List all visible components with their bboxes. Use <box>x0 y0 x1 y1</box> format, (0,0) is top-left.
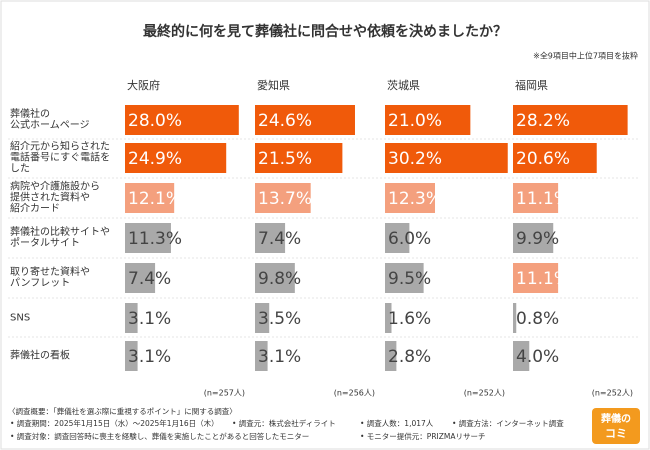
value-label: 1.6% <box>388 309 431 329</box>
n-label: (n=257人) <box>204 389 245 398</box>
footer-heading: 〈調査概要：「葬儀社を選ぶ際に重視するポイント」に関する調査〉 <box>8 407 237 416</box>
value-label: 7.4% <box>258 229 301 249</box>
bar <box>513 303 517 333</box>
n-label: (n=252人) <box>592 389 633 398</box>
bar <box>125 303 138 333</box>
logo-bottom: コミ <box>605 427 627 440</box>
bar <box>255 223 286 253</box>
n-label: (n=256人) <box>334 389 375 398</box>
value-label: 13.7% <box>258 189 312 209</box>
value-label: 12.3% <box>388 189 442 209</box>
panel-header: 茨城県 <box>387 78 420 92</box>
bar <box>125 223 171 253</box>
logo-box <box>592 408 640 444</box>
value-label: 0.8% <box>516 309 559 329</box>
footer-item: • 調査期間：2025年1月15日（水）〜2025年1月16日（木） <box>10 419 219 428</box>
value-label: 2.8% <box>388 347 431 367</box>
bar <box>513 143 597 173</box>
bar <box>255 183 311 213</box>
bar <box>513 223 554 253</box>
bar <box>255 263 295 293</box>
value-label: 11.1% <box>516 189 570 209</box>
value-label: 24.9% <box>128 149 182 169</box>
note: ※全9項目中上位7項目を抜粋 <box>533 51 638 61</box>
category-label: 葬儀社の 公式ホームページ <box>10 109 90 131</box>
value-label: 3.5% <box>258 309 301 329</box>
value-label: 20.6% <box>516 149 570 169</box>
bar <box>513 183 559 213</box>
bar <box>125 183 175 213</box>
value-label: 3.1% <box>258 347 301 367</box>
bar <box>385 143 508 173</box>
bar <box>125 341 138 371</box>
panel-header: 大阪府 <box>127 78 160 92</box>
value-label: 21.5% <box>258 149 312 169</box>
value-label: 28.2% <box>516 111 570 131</box>
footer-item: • 調査人数：1,017人 <box>360 419 434 428</box>
bar <box>255 105 355 135</box>
value-label: 6.0% <box>388 229 431 249</box>
chart-title: 最終的に何を見て葬儀社に問合せや依頼を決めましたか？ <box>143 23 507 40</box>
bar <box>255 303 270 333</box>
category-label: SNS <box>10 312 31 324</box>
value-label: 4.0% <box>516 347 559 367</box>
value-label: 11.1% <box>516 269 570 289</box>
category-label: 紹介元から知らされた 電話番号にすぐ電話を した <box>10 141 111 175</box>
bar <box>513 263 559 293</box>
bar <box>385 263 424 293</box>
value-label: 12.1% <box>128 189 182 209</box>
value-label: 7.4% <box>128 269 171 289</box>
logo-top: 葬儀の <box>601 412 631 425</box>
value-label: 3.1% <box>128 347 171 367</box>
value-label: 9.9% <box>516 229 559 249</box>
footer-item: • 調査元：株式会社ディライト <box>232 419 336 428</box>
bar <box>125 263 156 293</box>
bar <box>385 341 397 371</box>
bar <box>385 183 435 213</box>
value-label: 3.1% <box>128 309 171 329</box>
footer-item: • モニター提供元：PRIZMAリサーチ <box>360 432 486 441</box>
category-label: 取り寄せた資料や パンフレット <box>10 267 90 289</box>
footer-item: • 調査方法：インターネット調査 <box>452 419 564 428</box>
bar <box>255 143 343 173</box>
value-label: 9.8% <box>258 269 301 289</box>
category-label: 葬儀社の比較サイトや ポータルサイト <box>10 227 110 249</box>
bar <box>385 223 410 253</box>
value-label: 30.2% <box>388 149 442 169</box>
category-label: 病院や介護施設から 提供された資料や 紹介カード <box>10 181 100 215</box>
n-label: (n=252人) <box>464 389 505 398</box>
bar <box>513 341 530 371</box>
panel-header: 福岡県 <box>515 78 548 92</box>
bar <box>255 341 268 371</box>
bar <box>125 143 227 173</box>
bar <box>125 105 239 135</box>
category-label: 葬儀社の看板 <box>10 350 70 362</box>
value-label: 11.3% <box>128 229 182 249</box>
value-label: 24.6% <box>258 111 312 131</box>
bar <box>385 105 471 135</box>
panel-header: 愛知県 <box>257 78 290 92</box>
value-label: 21.0% <box>388 111 442 131</box>
footer-item: • 調査対象：調査回答時に喪主を経験し、葬儀を実施したことがあると回答したモニタ… <box>10 432 310 441</box>
bar <box>385 303 392 333</box>
value-label: 28.0% <box>128 111 182 131</box>
value-label: 9.5% <box>388 269 431 289</box>
bar <box>513 105 628 135</box>
